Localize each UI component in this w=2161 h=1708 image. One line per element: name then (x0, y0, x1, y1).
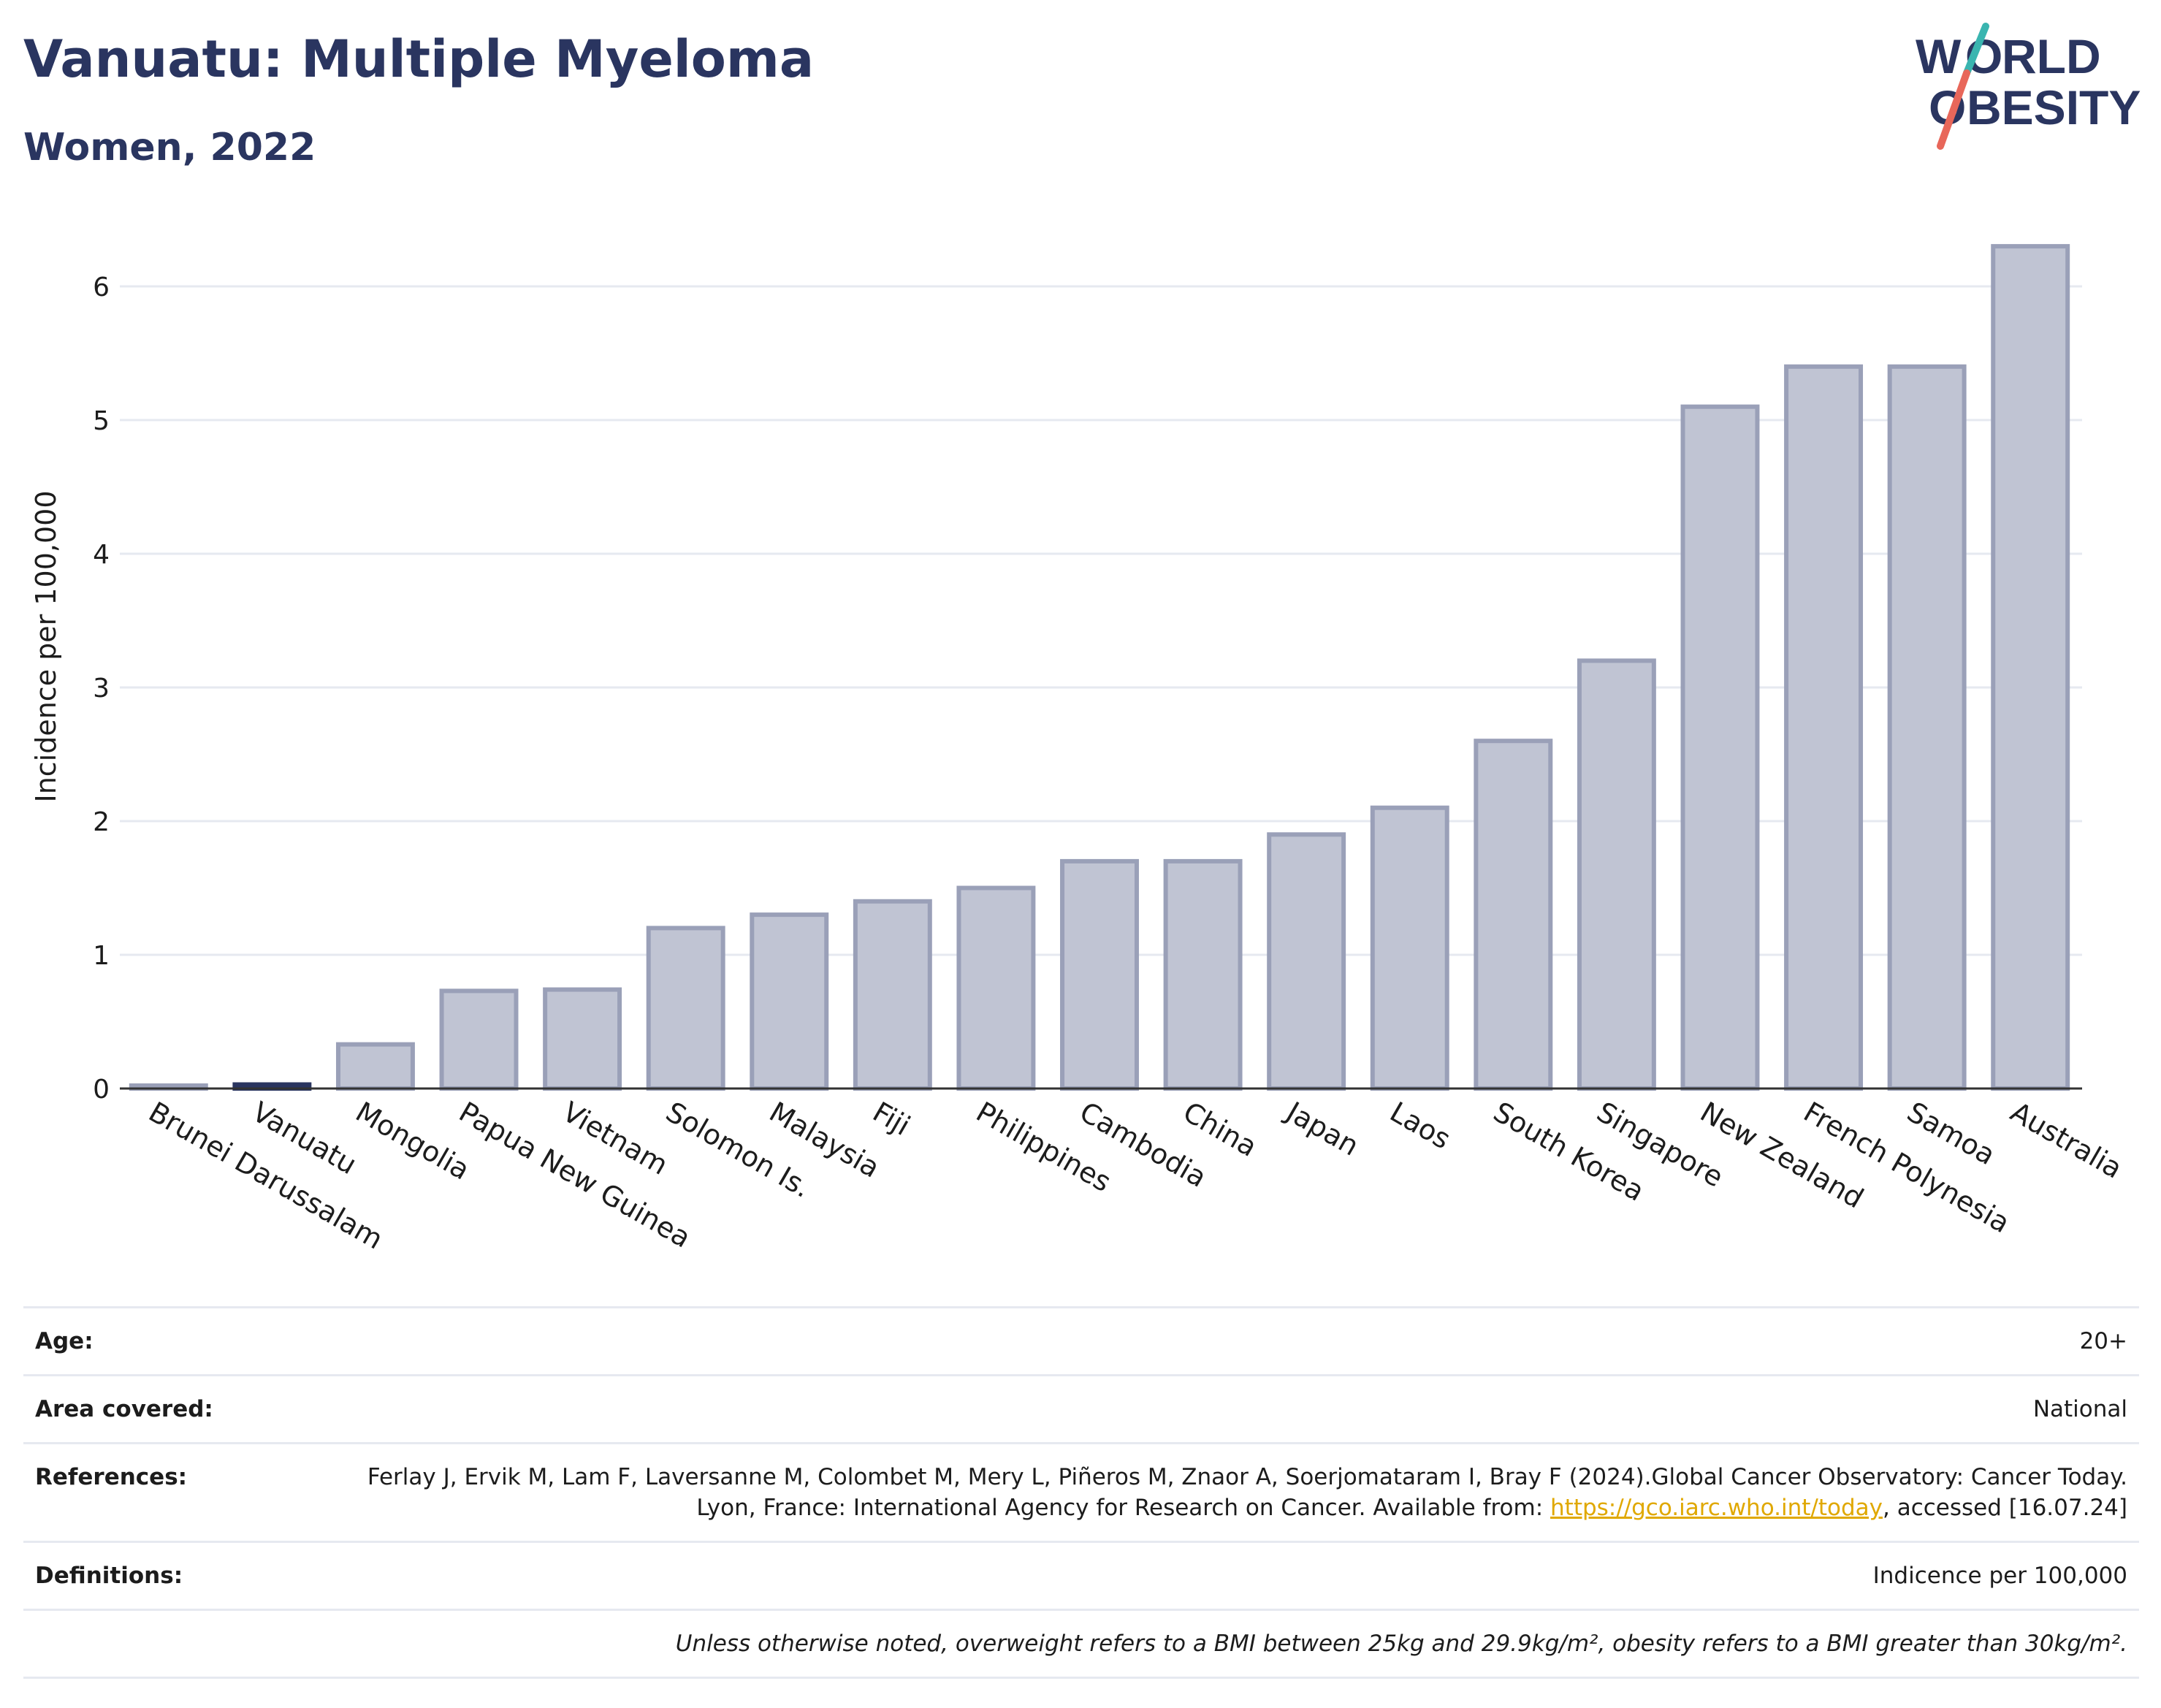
bar-french-polynesia (1784, 364, 1864, 1091)
bar-south-korea (1474, 739, 1553, 1091)
bmi-note: Unless otherwise noted, overweight refer… (675, 1631, 2127, 1657)
bar-cambodia (1060, 858, 1139, 1091)
bar-papua-new-guinea (439, 988, 519, 1091)
x-tick-label: Laos (1384, 1096, 1456, 1156)
svg-text:W: W (1916, 29, 1962, 83)
x-tick-label: Japan (1280, 1095, 1365, 1162)
references-text: Ferlay J, Ervik M, Lam F, Laversanne M, … (367, 1464, 2127, 1521)
bar-mongolia (335, 1042, 415, 1091)
bar-singapore (1577, 658, 1656, 1091)
svg-text:RLD: RLD (2002, 29, 2101, 83)
age-label: Age: (35, 1328, 94, 1354)
age-value: 20+ (2079, 1328, 2127, 1354)
references-link[interactable]: https://gco.iarc.who.int/today (1550, 1495, 1883, 1521)
references-value: Ferlay J, Ervik M, Lam F, Laversanne M, … (301, 1462, 2127, 1523)
bar-australia (1991, 244, 2070, 1091)
bar-malaysia (750, 912, 829, 1091)
bar-solomon-is- (646, 926, 725, 1091)
meta-row-age: Age: 20+ (23, 1306, 2139, 1374)
y-tick-label: 1 (93, 941, 110, 971)
bar-samoa (1887, 364, 1967, 1091)
definitions-label: Definitions: (35, 1563, 183, 1589)
y-tick-label: 4 (93, 540, 110, 570)
bar-china (1163, 858, 1243, 1091)
y-tick-label: 3 (93, 674, 110, 704)
bar-laos (1370, 805, 1449, 1091)
definitions-value: Indicence per 100,000 (1872, 1563, 2127, 1589)
page-title: Vanuatu: Multiple Myeloma (23, 29, 815, 89)
meta-row-note: Unless otherwise noted, overweight refer… (23, 1609, 2139, 1679)
x-tick-label: Australia (2005, 1096, 2128, 1185)
meta-row-area: Area covered: National (23, 1374, 2139, 1442)
bar-fiji (853, 899, 932, 1091)
x-tick-label: Fiji (867, 1096, 915, 1142)
y-tick-label: 6 (93, 272, 110, 302)
svg-text:BESITY: BESITY (1967, 80, 2141, 134)
bar-new-zealand (1680, 404, 1760, 1091)
x-tick-label: Mongolia (350, 1096, 475, 1186)
meta-row-references: References: Ferlay J, Ervik M, Lam F, La… (23, 1442, 2139, 1541)
area-value: National (2032, 1396, 2127, 1422)
y-tick-label: 0 (93, 1075, 110, 1105)
bar-philippines (956, 885, 1036, 1091)
world-obesity-logo: W O RLD O BESITY (1916, 23, 2141, 150)
y-tick-label: 2 (93, 807, 110, 837)
metadata-table: Age: 20+ Area covered: National Referenc… (23, 1306, 2139, 1679)
bar-vietnam (543, 987, 622, 1091)
area-label: Area covered: (35, 1396, 213, 1422)
references-label: References: (35, 1464, 188, 1490)
y-tick-label: 5 (93, 406, 110, 436)
references-tail: , accessed [16.07.24] (1882, 1495, 2127, 1521)
page-subtitle: Women, 2022 (23, 126, 316, 169)
y-axis-label: Incidence per 100,000 (30, 490, 62, 802)
bar-japan (1267, 832, 1346, 1091)
meta-row-definitions: Definitions: Indicence per 100,000 (23, 1541, 2139, 1609)
